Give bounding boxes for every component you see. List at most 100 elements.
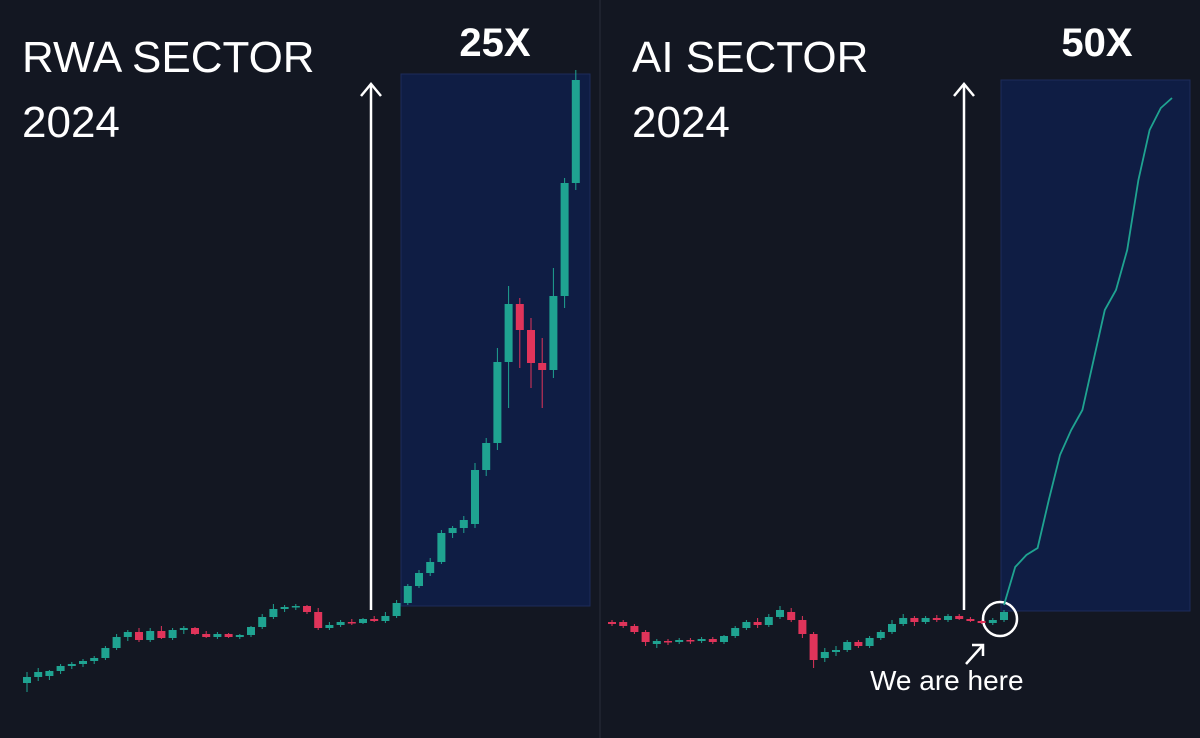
candle-body <box>482 443 491 470</box>
arrow-head <box>972 643 985 656</box>
candle-body <box>820 652 829 658</box>
candle-body <box>90 658 99 661</box>
candle-body <box>977 621 986 623</box>
target-box <box>1000 79 1191 612</box>
candle-body <box>112 637 121 648</box>
candle-body <box>571 80 580 183</box>
candle-body <box>392 603 401 616</box>
candle-body <box>608 622 616 624</box>
candle-body <box>325 625 334 628</box>
candle-body <box>56 666 65 671</box>
candle-body <box>179 628 188 630</box>
candle-body <box>955 616 964 619</box>
candle-body <box>675 640 684 642</box>
annotation: 25X <box>459 21 530 65</box>
candle-body <box>79 661 87 664</box>
candle-body <box>1000 612 1008 620</box>
candle-body <box>235 635 244 637</box>
candle-body <box>370 619 379 621</box>
candle-body <box>560 183 569 296</box>
candle-body <box>641 632 650 642</box>
candle-body <box>303 606 311 612</box>
candle-body <box>403 586 412 603</box>
candle-body <box>697 639 706 641</box>
candle-body <box>742 622 751 628</box>
candle-body <box>202 634 211 637</box>
candle-body <box>224 634 233 637</box>
candle-body <box>921 618 930 622</box>
candle-body <box>753 622 762 625</box>
candle-body <box>258 617 267 627</box>
candle-body <box>966 619 975 621</box>
candle-body <box>247 627 255 635</box>
candle-body <box>686 640 695 642</box>
candle-body <box>168 630 177 638</box>
candle-body <box>448 528 457 533</box>
candle-body <box>359 619 367 623</box>
candle-body <box>538 363 547 370</box>
chart-title: AI SECTOR <box>632 33 868 82</box>
candle-body <box>764 617 773 625</box>
candle-body <box>23 677 31 683</box>
candle-body <box>314 612 323 628</box>
candle-body <box>988 620 997 623</box>
candle-body <box>504 304 513 362</box>
candle-body <box>899 618 908 624</box>
chart-title: RWA SECTOR <box>22 33 315 82</box>
candle-body <box>415 573 423 586</box>
candle-body <box>787 612 796 620</box>
candle-body <box>34 672 43 677</box>
candle-body <box>191 628 199 634</box>
candle-body <box>809 634 818 660</box>
candle-body <box>720 636 728 642</box>
candle-body <box>45 671 54 676</box>
candle-body <box>437 533 446 562</box>
candle-body <box>336 622 345 625</box>
candle-body <box>459 520 468 528</box>
target-box <box>400 73 591 607</box>
candle-body <box>652 641 661 644</box>
candle-body <box>731 628 740 636</box>
candle-body <box>157 631 166 638</box>
candle-body <box>549 296 558 370</box>
candle-body <box>527 330 535 363</box>
candle-body <box>280 607 289 609</box>
candle-body <box>832 650 840 652</box>
candle-body <box>515 304 524 330</box>
candle-body <box>888 624 896 632</box>
arrow-head <box>953 82 975 97</box>
arrow <box>965 644 984 665</box>
projection-line <box>1003 97 1173 606</box>
candle-body <box>291 606 300 608</box>
chart-title: 2024 <box>22 98 120 147</box>
candle-body <box>843 642 852 650</box>
candle-body <box>381 616 390 621</box>
candle-body <box>426 562 435 573</box>
annotation: We are here <box>870 665 1024 696</box>
arrows <box>360 82 1019 665</box>
candle-body <box>67 664 76 666</box>
candle-body <box>123 632 132 637</box>
highlight-circle <box>981 600 1019 638</box>
candle-body <box>910 618 919 622</box>
candle-body <box>708 639 717 642</box>
candle-body <box>269 609 278 617</box>
candle-body <box>347 622 356 624</box>
candle-body <box>798 620 807 634</box>
candle-body <box>213 634 222 637</box>
arrow-head <box>360 82 382 97</box>
chart-title: 2024 <box>632 98 730 147</box>
candle-body <box>854 642 863 646</box>
candle-body <box>664 641 672 643</box>
candle-body <box>135 632 143 640</box>
candle-body <box>876 632 885 638</box>
candle-body <box>101 648 110 658</box>
candle-body <box>630 626 639 632</box>
candle-body <box>619 622 628 626</box>
candle-body <box>146 631 155 640</box>
candle-body <box>471 470 479 524</box>
candle-body <box>776 610 784 617</box>
candle-body <box>932 618 941 620</box>
candle-body <box>865 638 874 646</box>
